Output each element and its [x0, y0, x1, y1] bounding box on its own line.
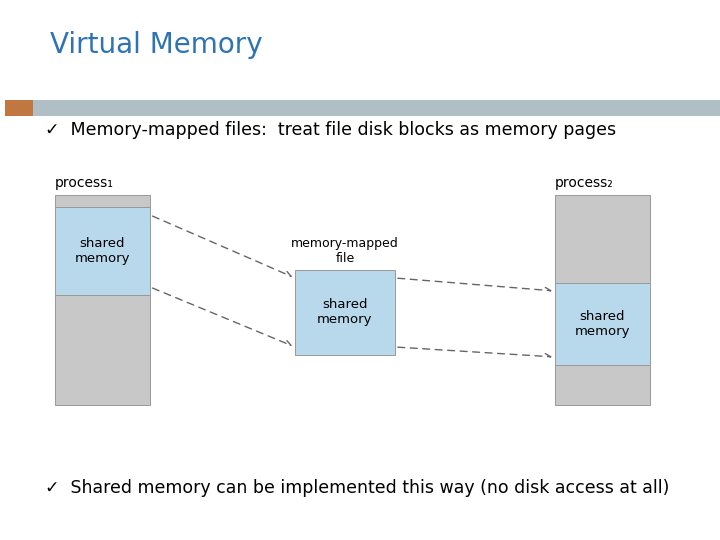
Bar [5, 100, 33, 116]
Text: Virtual Memory: Virtual Memory [50, 31, 263, 59]
Text: ✓  Memory-mapped files:  treat file disk blocks as memory pages: ✓ Memory-mapped files: treat file disk b… [45, 121, 616, 139]
Text: process₂: process₂ [555, 176, 613, 190]
Text: memory-mapped
file: memory-mapped file [291, 237, 399, 265]
Bar [555, 283, 650, 365]
Bar [55, 295, 150, 405]
Bar [55, 207, 150, 295]
Text: shared
memory: shared memory [575, 310, 630, 338]
Bar [555, 195, 650, 283]
Bar [555, 365, 650, 405]
Text: 119/
122: 119/ 122 [10, 102, 27, 114]
Bar [55, 195, 150, 207]
Bar [295, 270, 395, 355]
Text: ✓  Shared memory can be implemented this way (no disk access at all): ✓ Shared memory can be implemented this … [45, 479, 670, 497]
Text: process₁: process₁ [55, 176, 114, 190]
Bar [33, 100, 720, 116]
Text: shared
memory: shared memory [318, 299, 373, 327]
Text: shared
memory: shared memory [75, 237, 130, 265]
